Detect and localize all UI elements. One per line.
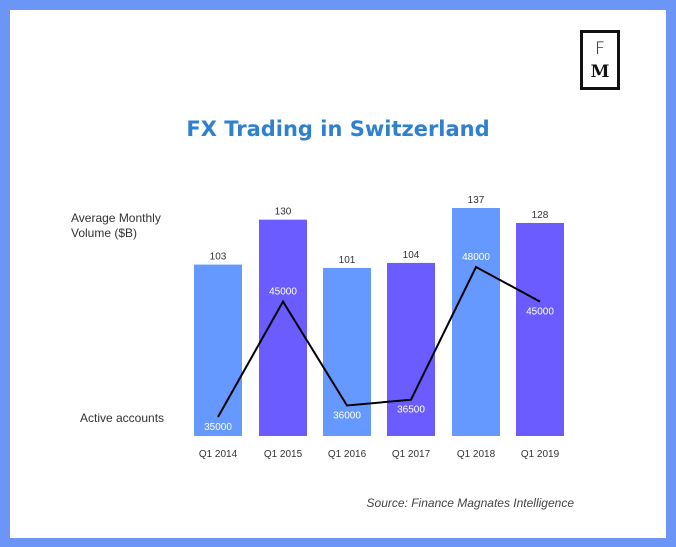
chart-title: FX Trading in Switzerland — [186, 117, 490, 141]
line-point-label-5: 48000 — [462, 252, 490, 263]
line-point-label-2: 45000 — [269, 287, 297, 298]
bar-4 — [387, 262, 435, 436]
x-tick-label-4: Q1 2017 — [392, 449, 431, 460]
bar-value-label-5: 137 — [468, 195, 485, 206]
x-tick-label-3: Q1 2016 — [328, 449, 367, 460]
bar-6 — [516, 222, 564, 436]
bar-3 — [323, 267, 371, 436]
bar-value-label-6: 128 — [532, 210, 549, 221]
logo-letter-m: M — [590, 62, 610, 82]
bar-value-label-4: 104 — [403, 250, 420, 261]
bar-1 — [194, 264, 242, 436]
source-note: Source: Finance Magnates Intelligence — [366, 496, 574, 510]
bar-5 — [452, 208, 500, 436]
x-tick-label-2: Q1 2015 — [264, 449, 303, 460]
line-point-label-4: 36500 — [397, 405, 425, 416]
line-point-label-3: 36000 — [333, 410, 361, 421]
line-point-label-6: 45000 — [526, 307, 554, 318]
x-tick-label-5: Q1 2018 — [457, 449, 496, 460]
x-tick-label-1: Q1 2014 — [199, 449, 238, 460]
fm-logo: F M — [580, 30, 620, 90]
bar-value-label-2: 130 — [275, 207, 292, 218]
y-axis-label: Average Monthly Volume ($B) — [71, 211, 161, 240]
line-series-label: Active accounts — [80, 411, 165, 425]
x-tick-label-6: Q1 2019 — [521, 449, 560, 460]
bar-value-label-1: 103 — [210, 252, 227, 263]
bar-value-label-3: 101 — [339, 255, 356, 266]
active-accounts-line — [217, 265, 541, 418]
logo-letter-f: F — [595, 39, 605, 59]
line-point-label-1: 35000 — [204, 422, 232, 433]
